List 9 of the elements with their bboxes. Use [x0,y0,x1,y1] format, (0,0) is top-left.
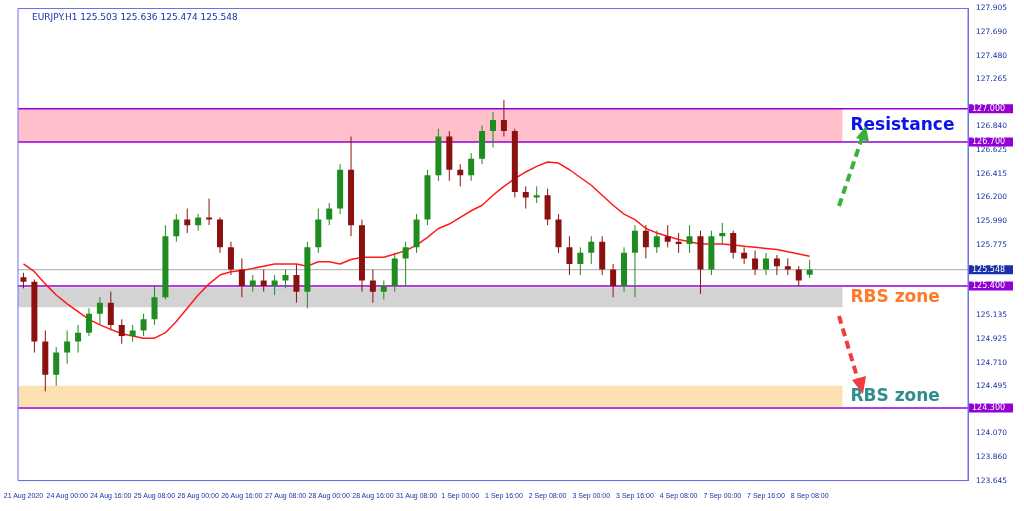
ref-line-label: 125.400 [972,281,1006,291]
ref-line-label: 124.300 [972,403,1006,413]
ref-line-label: 126.700 [972,137,1006,147]
band-label: RBS zone [850,384,940,405]
ref-line-label: 125.548 [972,264,1006,274]
ref-line-label: 127.000 [972,103,1006,113]
chart-title: EURJPY.H1 125.503 125.636 125.474 125.548 [32,11,239,22]
band-label: RBS zone [850,285,940,306]
band-label: Resistance [850,113,955,134]
